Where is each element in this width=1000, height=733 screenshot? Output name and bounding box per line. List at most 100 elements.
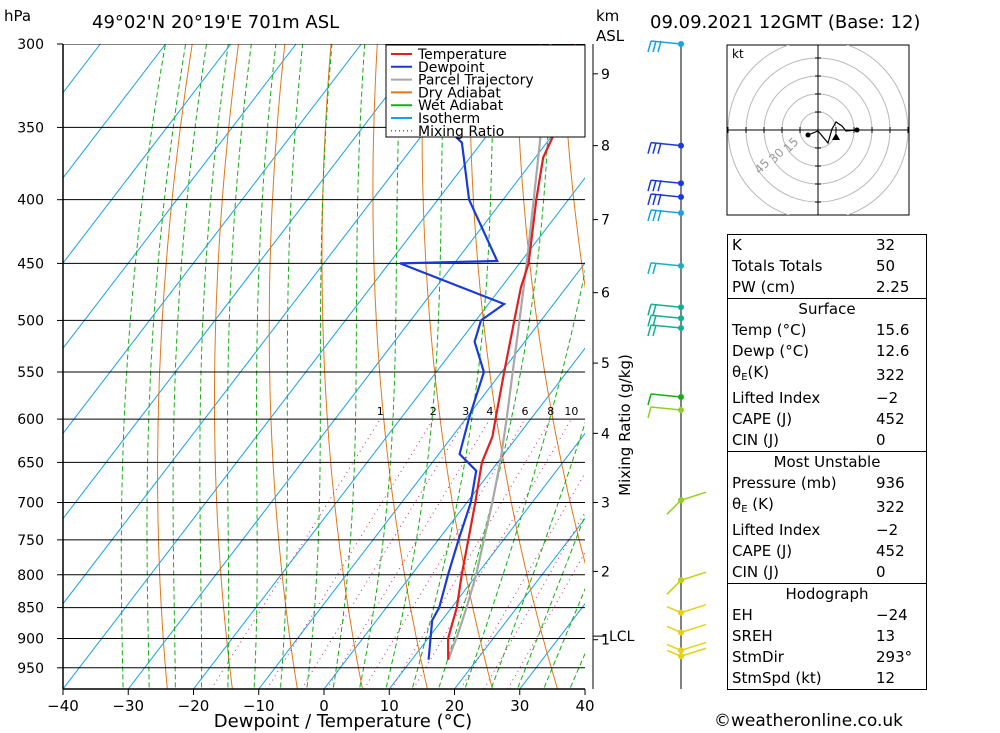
wind-barb-shaft (666, 643, 682, 652)
storm-motion-marker (832, 133, 840, 140)
index-value: 0 (876, 563, 886, 581)
wind-barb-feather (657, 193, 662, 206)
pressure-tick-label: 450 (17, 256, 44, 272)
pressure-tick-label: 600 (17, 412, 44, 428)
index-value: 12 (876, 669, 896, 687)
index-row: CIN (J) 0 (728, 430, 927, 452)
pressure-unit-label: hPa (4, 7, 31, 25)
index-value: 322 (876, 497, 905, 516)
index-label: θE(K) (732, 363, 770, 383)
index-row: Temp (°C) 15.6 (728, 320, 927, 341)
index-row: SREH 13 (728, 626, 927, 647)
mixing-ratio-value-label: 6 (522, 405, 529, 418)
wind-barb-shaft (666, 605, 682, 614)
index-row: Totals Totals 50 (728, 256, 927, 277)
mixing-ratio-value-label: 8 (547, 405, 554, 418)
wind-barb-feather (647, 262, 652, 275)
wind-barb-feather (647, 40, 652, 53)
temperature-tick-label: −40 (47, 697, 79, 715)
height-tick-label: 5 (601, 356, 610, 372)
index-label: CIN (J) (732, 563, 780, 581)
wind-barb-feather (652, 179, 657, 192)
wet-adiabat-line (120, 44, 166, 688)
isotherm-line (388, 432, 585, 689)
wind-barb-feather (647, 324, 652, 337)
parcel-trajectory-line (447, 44, 552, 661)
dry-adiabat-line (421, 44, 493, 689)
index-value: −2 (876, 389, 899, 407)
index-value: 322 (876, 365, 905, 384)
index-label: EH (732, 606, 753, 624)
copyright-label: ©weatheronline.co.uk (714, 711, 904, 731)
mixing-ratio-line (507, 551, 585, 689)
index-row: PW (cm) 2.25 (728, 277, 927, 299)
wind-barb-shaft (666, 625, 682, 634)
index-row: Lifted Index −2 (728, 520, 927, 541)
wind-barb-feather (657, 179, 662, 192)
index-row: StmDir 293° (728, 647, 927, 668)
wind-barb-feather (680, 571, 707, 581)
wet-adiabat-line (412, 44, 495, 688)
dry-adiabat-line (979, 44, 1000, 689)
wind-barb-feather (680, 603, 707, 614)
wind-barb-feather (647, 209, 652, 222)
isotherm-line (63, 44, 427, 520)
index-row: StmSpd (kt) 12 (728, 668, 927, 690)
dry-adiabat-line (932, 44, 1000, 689)
mixing-ratio-line (412, 418, 572, 689)
mixing-ratio-value-label: 2 (430, 405, 437, 418)
temperature-tick-label: 20 (445, 697, 464, 715)
wind-barb-feather (652, 304, 657, 316)
wind-barb-feather (680, 491, 707, 501)
indices-table: K 32 Totals Totals 50 PW (cm) 2.25 Surface Temp… (727, 234, 927, 690)
temperature-tick-label: −20 (178, 697, 210, 715)
dry-adiabat-line (515, 44, 585, 565)
isotherm-line (63, 44, 297, 350)
index-label: Totals Totals (732, 257, 823, 275)
temperature-tick-label: 0 (319, 697, 329, 715)
wind-barb-shaft (666, 499, 682, 515)
index-row: K 32 (728, 235, 927, 257)
index-value: 936 (876, 474, 905, 492)
wind-profile (647, 40, 707, 689)
lcl-label: LCL (609, 629, 635, 645)
index-value: 13 (876, 627, 896, 645)
temperature-tick-label: 40 (575, 697, 594, 715)
mixing-ratio-value-label: 4 (486, 405, 493, 418)
index-label: CIN (J) (732, 431, 780, 449)
mixing-ratio-line (301, 418, 467, 689)
height-tick-label: 7 (601, 213, 610, 229)
index-value: −2 (876, 521, 899, 539)
wind-barb-feather (647, 406, 652, 419)
legend-entry-label: Isotherm (418, 111, 480, 127)
wind-barb-feather (657, 142, 662, 154)
mixing-ratio-value-label: 10 (564, 405, 578, 418)
pressure-tick-label: 300 (17, 37, 44, 53)
wind-barb-feather (652, 142, 657, 154)
height-tick-label: 1 (601, 633, 610, 649)
temperature-tick-label: −30 (112, 697, 144, 715)
isotherm-line (63, 44, 101, 94)
wind-barb-feather (647, 304, 652, 316)
pressure-tick-label: 950 (17, 661, 44, 677)
wind-barb-shaft (650, 393, 682, 398)
index-value: 32 (876, 236, 896, 254)
wet-adiabat-line (464, 268, 585, 688)
index-value: 293° (876, 648, 913, 666)
wind-barb-feather (680, 641, 707, 652)
dry-adiabat-line (372, 44, 428, 689)
wind-barb-feather (652, 40, 657, 53)
wet-adiabat-line (146, 44, 187, 688)
index-label: K (732, 236, 742, 254)
wind-barb-shaft (666, 579, 682, 595)
wet-adiabat-line (543, 587, 585, 688)
wet-adiabat-line (491, 421, 585, 688)
wind-barb-feather (652, 262, 657, 275)
index-label: CAPE (J) (732, 410, 793, 428)
hodograph-point (854, 127, 860, 133)
asl-unit-label: ASL (596, 27, 625, 45)
wet-adiabat-line (172, 44, 207, 688)
section-header-row: Surface (727, 298, 927, 320)
